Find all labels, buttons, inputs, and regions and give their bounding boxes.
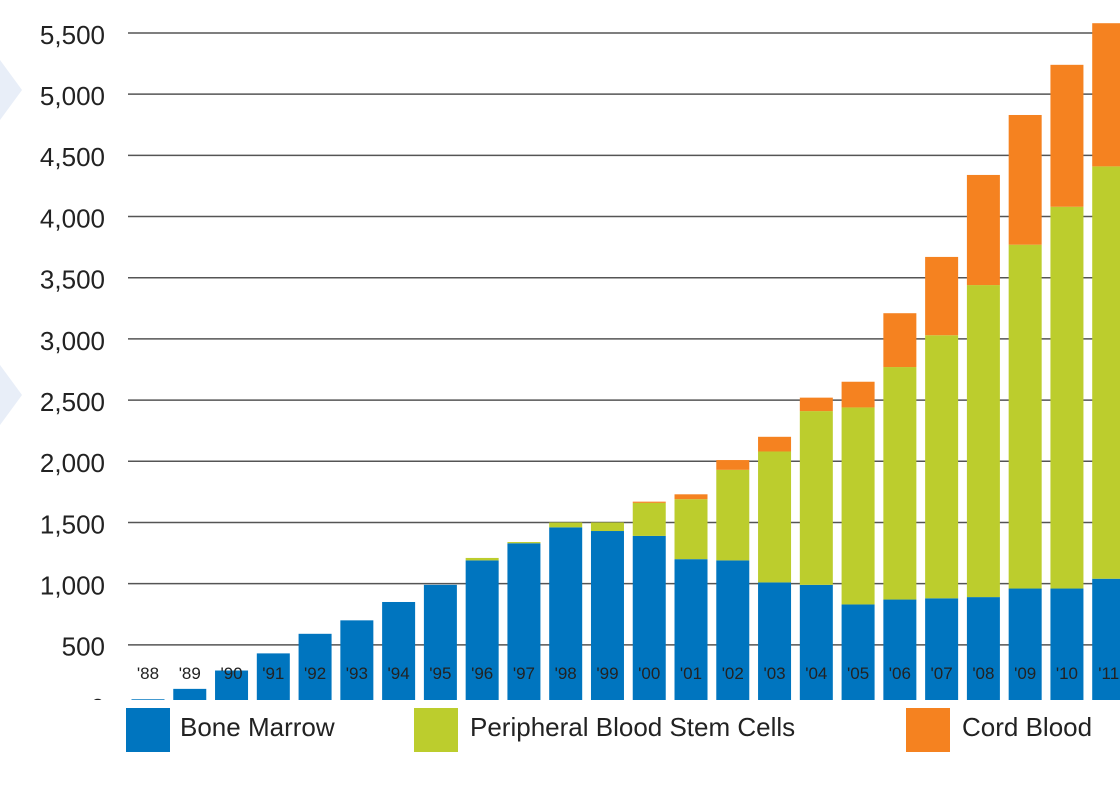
- bar-bone-marrow: [716, 560, 750, 700]
- x-tick-label: '88: [137, 664, 159, 683]
- x-tick-label: '89: [179, 664, 201, 683]
- legend-swatch-cord-blood: [906, 708, 950, 752]
- y-tick-label: 4,000: [40, 203, 105, 233]
- bar-pbsc: [716, 469, 750, 561]
- x-tick-label: '00: [638, 664, 660, 683]
- bar-bone-marrow: [131, 699, 165, 700]
- bar-cord-blood: [632, 501, 666, 503]
- x-tick-label: '04: [805, 664, 827, 683]
- y-tick-label: 2,000: [40, 448, 105, 478]
- bar-pbsc: [507, 542, 541, 544]
- bar-bone-marrow: [883, 599, 917, 700]
- legend-label-bone-marrow: Bone Marrow: [180, 712, 335, 742]
- bar-pbsc: [1092, 166, 1120, 579]
- x-tick-label: '02: [722, 664, 744, 683]
- bar-bone-marrow: [423, 584, 457, 700]
- bar-bone-marrow: [298, 633, 332, 700]
- x-tick-label: '94: [388, 664, 410, 683]
- bar-bone-marrow: [799, 584, 833, 700]
- bar-pbsc: [883, 367, 917, 600]
- bar-bone-marrow: [340, 620, 374, 700]
- bar-pbsc: [674, 499, 708, 560]
- bar-bone-marrow: [966, 597, 1000, 700]
- x-tick-label: '10: [1056, 664, 1078, 683]
- bar-cord-blood: [799, 397, 833, 412]
- bar-bone-marrow: [549, 527, 583, 700]
- bar-bone-marrow: [632, 535, 666, 700]
- x-tick-label: '90: [220, 664, 242, 683]
- bar-pbsc: [465, 557, 499, 561]
- x-tick-label: '07: [931, 664, 953, 683]
- y-tick-label: 3,500: [40, 265, 105, 295]
- bar-bone-marrow: [382, 601, 416, 700]
- bar-cord-blood: [674, 494, 708, 500]
- bar-pbsc: [758, 451, 792, 583]
- x-tick-label: '08: [972, 664, 994, 683]
- bar-bone-marrow: [925, 598, 959, 700]
- x-tick-label: '98: [555, 664, 577, 683]
- bar-pbsc: [1008, 244, 1042, 589]
- bar-pbsc: [549, 522, 583, 528]
- y-tick-label: 1,500: [40, 509, 105, 539]
- y-tick-label: 5,000: [40, 81, 105, 111]
- bar-bone-marrow: [507, 543, 541, 700]
- y-tick-label: 500: [62, 632, 105, 662]
- bar-cord-blood: [1008, 114, 1042, 245]
- bar-pbsc: [1050, 206, 1084, 589]
- legend-label-pbsc: Peripheral Blood Stem Cells: [470, 712, 796, 742]
- bar-bone-marrow: [841, 604, 875, 700]
- legend-swatch-bone-marrow: [126, 708, 170, 752]
- x-tick-label: '11: [1098, 664, 1119, 683]
- plot-area: 5,500 5,000 4,500 4,000 3,500 3,000 2,500 2,000…: [40, 20, 1120, 700]
- bar-bone-marrow: [1050, 588, 1084, 700]
- x-tick-label: '09: [1014, 664, 1036, 683]
- bar-pbsc: [632, 502, 666, 536]
- bar-bone-marrow: [590, 531, 624, 700]
- bar-bone-marrow: [1008, 588, 1042, 700]
- x-tick-label: '06: [889, 664, 911, 683]
- bar-bone-marrow: [256, 653, 290, 700]
- legend-label-cord-blood: Cord Blood: [962, 712, 1093, 742]
- bar-pbsc: [590, 522, 624, 532]
- bar-bone-marrow: [173, 688, 207, 700]
- bar-cord-blood: [883, 313, 917, 368]
- watermark-shape: [0, 365, 22, 425]
- bar-bone-marrow: [465, 560, 499, 700]
- bar-bone-marrow: [758, 582, 792, 700]
- y-tick-label: 3,000: [40, 326, 105, 356]
- watermark-shape: [0, 60, 22, 120]
- bar-cord-blood: [1050, 64, 1084, 207]
- bar-cord-blood: [758, 436, 792, 452]
- x-tick-label: '93: [346, 664, 368, 683]
- x-tick-label: '01: [680, 664, 702, 683]
- bar-bone-marrow: [1092, 578, 1120, 700]
- x-tick-label: '91: [262, 664, 284, 683]
- y-tick-label: 0: [91, 693, 105, 700]
- bar-cord-blood: [925, 256, 959, 336]
- x-tick-label: '96: [471, 664, 493, 683]
- x-tick-label: '97: [513, 664, 535, 683]
- bar-bone-marrow: [674, 559, 708, 700]
- bar-pbsc: [925, 335, 959, 599]
- x-tick-label: '05: [847, 664, 869, 683]
- y-tick-label: 5,500: [40, 20, 105, 50]
- x-tick-label: '03: [763, 664, 785, 683]
- y-tick-label: 4,500: [40, 142, 105, 172]
- legend-swatch-pbsc: [414, 708, 458, 752]
- bar-bone-marrow: [215, 670, 249, 700]
- bar-pbsc: [841, 407, 875, 605]
- bar-pbsc: [966, 285, 1000, 598]
- bar-cord-blood: [841, 381, 875, 408]
- y-tick-label: 2,500: [40, 387, 105, 417]
- x-tick-label: '92: [304, 664, 326, 683]
- bar-cord-blood: [716, 460, 750, 470]
- x-tick-label: '95: [429, 664, 451, 683]
- legend: Bone Marrow Peripheral Blood Stem Cells …: [0, 708, 1120, 768]
- bar-cord-blood: [966, 174, 1000, 286]
- bar-pbsc: [799, 411, 833, 585]
- bar-cord-blood: [1092, 23, 1120, 167]
- y-tick-label: 1,000: [40, 571, 105, 601]
- x-tick-label: '99: [596, 664, 618, 683]
